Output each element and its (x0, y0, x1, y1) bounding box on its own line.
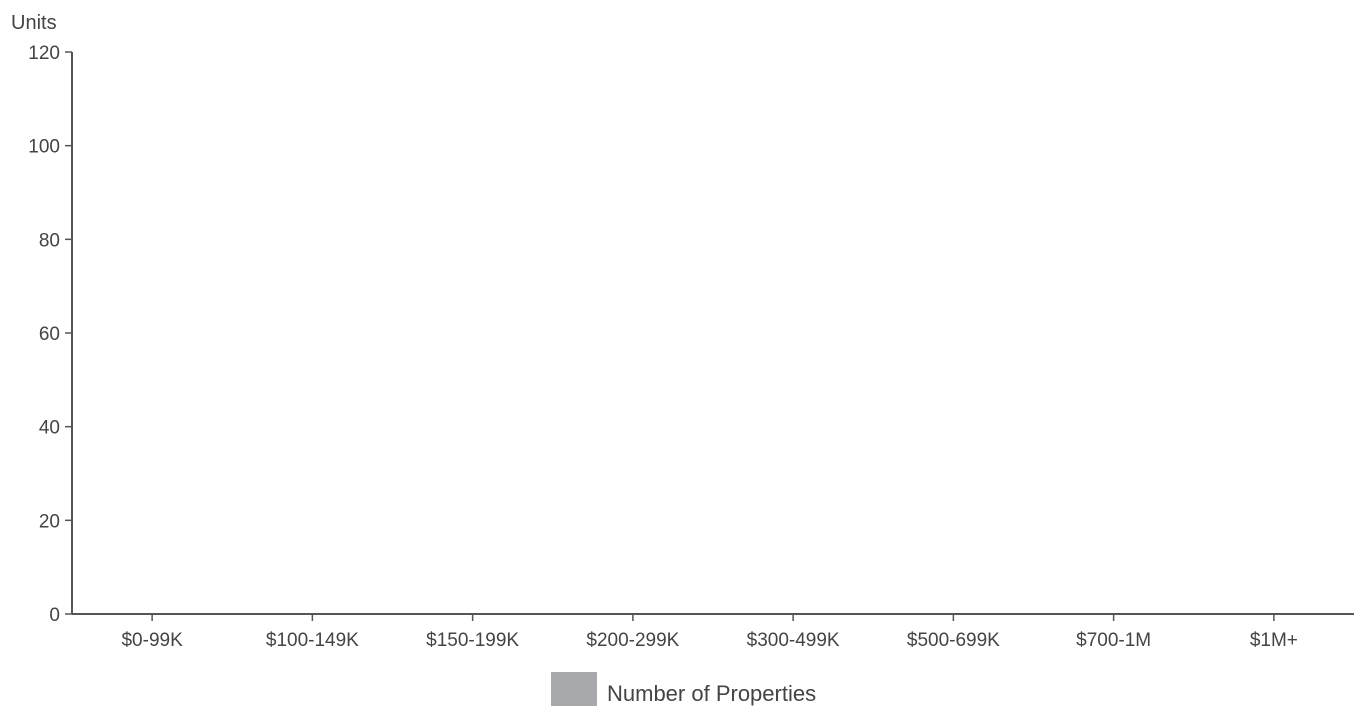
y-tick-label: 60 (39, 324, 60, 345)
legend: Number of Properties (551, 672, 816, 706)
x-tick-label: $200-299K (586, 630, 679, 651)
legend-label: Number of Properties (607, 681, 816, 706)
x-tick-label: $700-1M (1076, 630, 1151, 651)
x-axis-ticks: $0-99K $100-149K $150-199K $200-299K $300-49… (121, 614, 1298, 651)
x-tick-label: $100-149K (266, 630, 359, 651)
y-axis-ticks: 0 20 40 60 80 100 120 (28, 43, 72, 626)
legend-swatch (551, 672, 597, 706)
y-tick-label: 80 (39, 230, 60, 251)
x-tick-label: $150-199K (426, 630, 519, 651)
x-tick-label: $300-499K (747, 630, 840, 651)
y-axis-title: Units (11, 12, 57, 34)
y-tick-label: 120 (28, 43, 60, 64)
y-tick-label: 0 (49, 605, 60, 626)
y-tick-label: 20 (39, 511, 60, 532)
y-tick-label: 40 (39, 418, 60, 439)
x-tick-label: $0-99K (121, 630, 183, 651)
x-tick-label: $500-699K (907, 630, 1000, 651)
x-tick-label: $1M+ (1250, 630, 1298, 651)
y-tick-label: 100 (28, 137, 60, 158)
